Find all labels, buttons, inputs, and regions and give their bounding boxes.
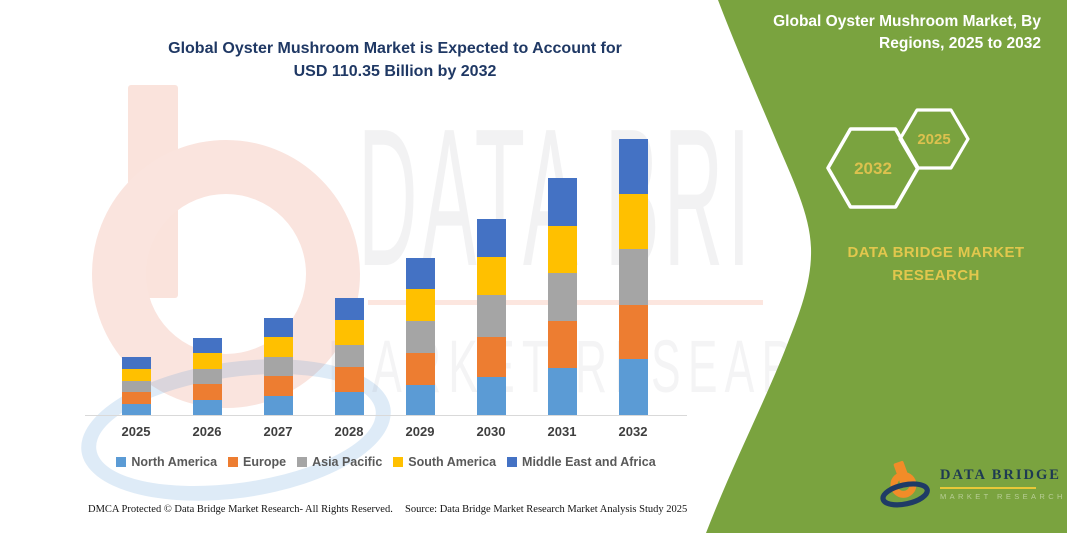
x-axis-label-2030: 2030 — [476, 424, 506, 439]
dmca-footer-text: DMCA Protected © Data Bridge Market Rese… — [88, 504, 393, 515]
x-axis-label-2026: 2026 — [192, 424, 222, 439]
x-axis-label-2028: 2028 — [334, 424, 364, 439]
bar-segment-north-america-2028 — [334, 391, 364, 415]
x-axis-label-2027: 2027 — [263, 424, 293, 439]
bar-segment-south-america-2027 — [263, 337, 293, 357]
side-panel-title: Global Oyster Mushroom Market, By Region… — [729, 11, 1041, 55]
legend-label-asia-pacific: Asia Pacific — [312, 455, 383, 469]
legend-swatch-asia-pacific — [297, 457, 308, 467]
bar-segment-north-america-2025 — [121, 403, 151, 415]
legend-item-south-america: South America — [393, 455, 496, 469]
bar-segment-north-america-2027 — [263, 395, 293, 415]
bar-segment-europe-2025 — [121, 392, 151, 404]
legend-item-asia-pacific: Asia Pacific — [297, 455, 382, 469]
legend-label-europe: Europe — [243, 455, 287, 469]
hexagon-year-2032-label: 2032 — [854, 159, 892, 178]
side-panel-brand-text: DATA BRIDGE MARKET RESEARCH — [808, 242, 1064, 287]
bar-segment-europe-2029 — [405, 353, 435, 385]
bar-segment-south-america-2026 — [192, 353, 222, 369]
bar-segment-europe-2026 — [192, 384, 222, 400]
bar-segment-north-america-2026 — [192, 399, 222, 415]
bar-segment-europe-2027 — [263, 376, 293, 396]
logo-rule — [940, 487, 1036, 489]
x-axis-line — [85, 415, 687, 416]
bar-segment-middle-east-and-africa-2027 — [263, 317, 293, 338]
legend-swatch-north-america — [116, 457, 127, 467]
side-panel-title-line1: Global Oyster Mushroom Market, By — [773, 13, 1041, 30]
chart-legend: North America Europe Asia Pacific South Ame… — [85, 455, 687, 469]
bar-2030 — [476, 218, 506, 415]
bar-segment-asia-pacific-2030 — [476, 294, 506, 337]
bar-segment-south-america-2028 — [334, 320, 364, 345]
bar-segment-asia-pacific-2025 — [121, 380, 151, 393]
bar-2032 — [618, 139, 648, 415]
bar-segment-asia-pacific-2032 — [618, 249, 648, 305]
bar-segment-middle-east-and-africa-2030 — [476, 218, 506, 257]
chart-title-line2: USD 110.35 Billion by 2032 — [293, 63, 497, 81]
legend-item-north-america: North America — [116, 455, 217, 469]
bar-segment-south-america-2032 — [618, 194, 648, 249]
legend-item-middle-east-and-africa: Middle East and Africa — [507, 455, 656, 469]
side-panel-title-line2: Regions, 2025 to 2032 — [879, 35, 1041, 52]
bar-segment-europe-2031 — [547, 321, 577, 369]
bar-segment-south-america-2031 — [547, 226, 577, 274]
bar-segment-middle-east-and-africa-2031 — [547, 178, 577, 226]
chart-title-line1: Global Oyster Mushroom Market is Expecte… — [168, 40, 622, 57]
bar-segment-europe-2032 — [618, 305, 648, 359]
bar-segment-middle-east-and-africa-2032 — [618, 139, 648, 195]
hexagon-year-2025-label: 2025 — [917, 131, 950, 148]
bar-2027 — [263, 317, 293, 415]
legend-label-north-america: North America — [131, 455, 218, 469]
logo-subtitle: MARKET RESEARCH — [940, 492, 1066, 501]
legend-label-south-america: South America — [408, 455, 497, 469]
bar-segment-europe-2030 — [476, 336, 506, 377]
bar-2025 — [121, 356, 151, 415]
bar-segment-middle-east-and-africa-2029 — [405, 258, 435, 290]
bar-segment-asia-pacific-2029 — [405, 321, 435, 354]
legend-swatch-middle-east-and-africa — [507, 457, 518, 467]
bar-segment-asia-pacific-2028 — [334, 344, 364, 367]
bar-segment-north-america-2032 — [618, 359, 648, 415]
bar-segment-north-america-2030 — [476, 376, 506, 415]
bar-segment-asia-pacific-2027 — [263, 356, 293, 377]
x-axis-label-2032: 2032 — [618, 424, 648, 439]
x-axis-label-2025: 2025 — [121, 424, 151, 439]
data-bridge-logo-icon — [880, 460, 930, 508]
year-hexagons: 2025 2032 — [826, 108, 970, 209]
bar-segment-europe-2028 — [334, 366, 364, 392]
data-bridge-logo: DATA BRIDGE MARKET RESEARCH — [880, 456, 1066, 512]
data-bridge-logo-text: DATA BRIDGE MARKET RESEARCH — [940, 467, 1066, 501]
side-panel-brand-line2: RESEARCH — [892, 266, 980, 284]
legend-swatch-south-america — [393, 457, 404, 467]
chart-title: Global Oyster Mushroom Market is Expecte… — [95, 37, 695, 83]
bar-2028 — [334, 297, 364, 415]
bar-2031 — [547, 178, 577, 415]
bar-segment-south-america-2029 — [405, 289, 435, 321]
bar-2026 — [192, 337, 222, 415]
bar-segment-north-america-2031 — [547, 368, 577, 415]
side-panel-brand-line1: DATA BRIDGE MARKET — [847, 244, 1025, 261]
logo-title: DATA BRIDGE — [940, 467, 1061, 483]
source-footer-text: Source: Data Bridge Market Research Mark… — [405, 504, 688, 515]
bar-segment-south-america-2030 — [476, 256, 506, 295]
legend-item-europe: Europe — [228, 455, 286, 469]
bar-2029 — [405, 258, 435, 415]
x-axis-label-2031: 2031 — [547, 424, 577, 439]
bar-segment-middle-east-and-africa-2026 — [192, 337, 222, 354]
legend-swatch-europe — [228, 457, 239, 467]
legend-label-middle-east-and-africa: Middle East and Africa — [522, 455, 656, 469]
x-axis-labels: 2025 2026 2027 2028 2029 2030 2031 2032 — [85, 424, 687, 442]
bar-segment-asia-pacific-2026 — [192, 368, 222, 385]
bar-segment-asia-pacific-2031 — [547, 273, 577, 321]
x-axis-label-2029: 2029 — [405, 424, 435, 439]
bar-segment-south-america-2025 — [121, 368, 151, 381]
bar-segment-middle-east-and-africa-2025 — [121, 356, 151, 369]
plot-area — [85, 118, 687, 416]
bar-segment-north-america-2029 — [405, 385, 435, 415]
bar-segment-middle-east-and-africa-2028 — [334, 297, 364, 321]
hexagon-2032 — [826, 127, 920, 209]
